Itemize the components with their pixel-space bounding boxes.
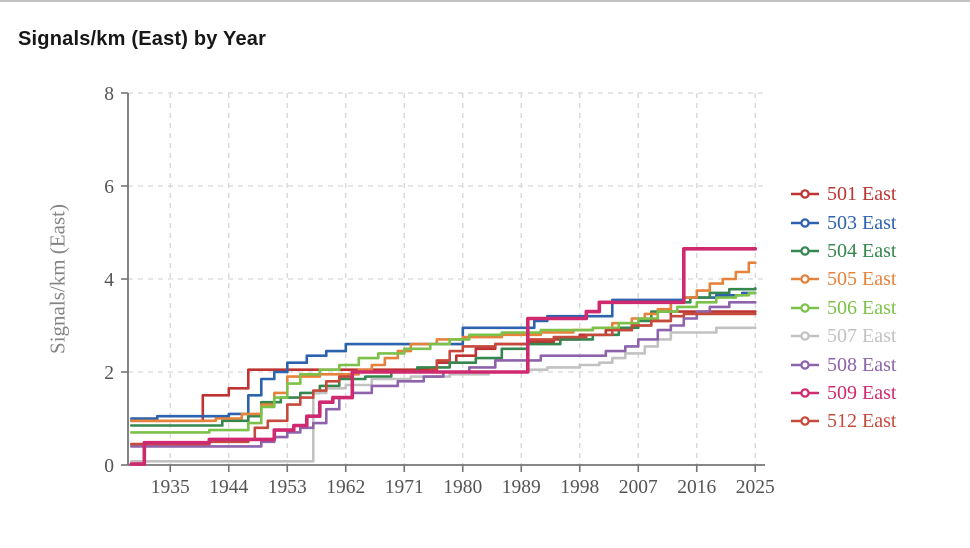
legend-item-507-east[interactable]: 507 East [790,322,896,350]
legend-line-circle-icon [790,273,820,285]
legend-item-512-east[interactable]: 512 East [790,407,896,435]
x-tick-label: 2025 [736,477,775,498]
legend-line-circle-icon [790,217,820,229]
legend-line-circle-icon [790,188,820,200]
tick-marks [121,92,757,472]
window-top-border [0,0,970,2]
legend-item-501-east[interactable]: 501 East [790,180,896,208]
legend-label: 508 East [827,353,897,376]
x-tick-label: 2007 [619,477,658,498]
legend-label: 506 East [827,296,897,319]
y-tick-label: 6 [104,177,114,198]
series-506-east [130,291,757,434]
y-tick-label: 2 [104,363,114,384]
y-tick-label: 0 [104,456,114,477]
legend-label: 501 East [827,183,897,206]
tick-labels: 1935 1944 1953 1962 1971 1980 1989 1998 2007 2016… [104,84,775,498]
legend-line-circle-icon [790,302,820,314]
legend-item-503-east[interactable]: 503 East [790,208,896,236]
legend-label: 509 East [827,381,897,404]
series-507-east [130,326,757,463]
legend-label: 512 East [827,410,897,433]
x-tick-label: 2016 [677,477,716,498]
x-tick-label: 1944 [209,477,248,498]
legend-line-circle-icon [790,359,820,371]
x-tick-label: 1962 [326,477,365,498]
legend-line-circle-icon [790,245,820,257]
series-505-east [130,261,757,423]
legend-item-505-east[interactable]: 505 East [790,265,896,293]
x-tick-label: 1935 [151,477,190,498]
legend-line-circle-icon [790,387,820,399]
legend-label: 504 East [827,239,897,262]
x-tick-label: 1980 [443,477,482,498]
series-509-east [129,247,758,466]
legend-line-circle-icon [790,330,820,342]
legend-line-circle-icon [790,415,820,427]
legend-label: 503 East [827,211,897,234]
legend-label: 507 East [827,325,897,348]
legend-item-504-east[interactable]: 504 East [790,237,896,265]
legend-item-508-east[interactable]: 508 East [790,350,896,378]
legend-item-506-east[interactable]: 506 East [790,294,896,322]
x-tick-label: 1971 [385,477,424,498]
x-tick-label: 1953 [268,477,307,498]
y-tick-label: 8 [104,84,114,105]
x-tick-label: 1998 [560,477,599,498]
series-508-east [130,301,757,448]
series-512-east [130,312,757,446]
x-tick-label: 1989 [502,477,541,498]
legend-item-509-east[interactable]: 509 East [790,379,896,407]
gridlines [128,92,765,465]
legend-label: 505 East [827,268,897,291]
y-tick-label: 4 [104,270,114,291]
series-lines [129,247,758,466]
chart-legend: 501 East 503 East 504 East 505 East 506 … [790,180,896,436]
chart-title: Signals/km (East) by Year [18,28,267,50]
